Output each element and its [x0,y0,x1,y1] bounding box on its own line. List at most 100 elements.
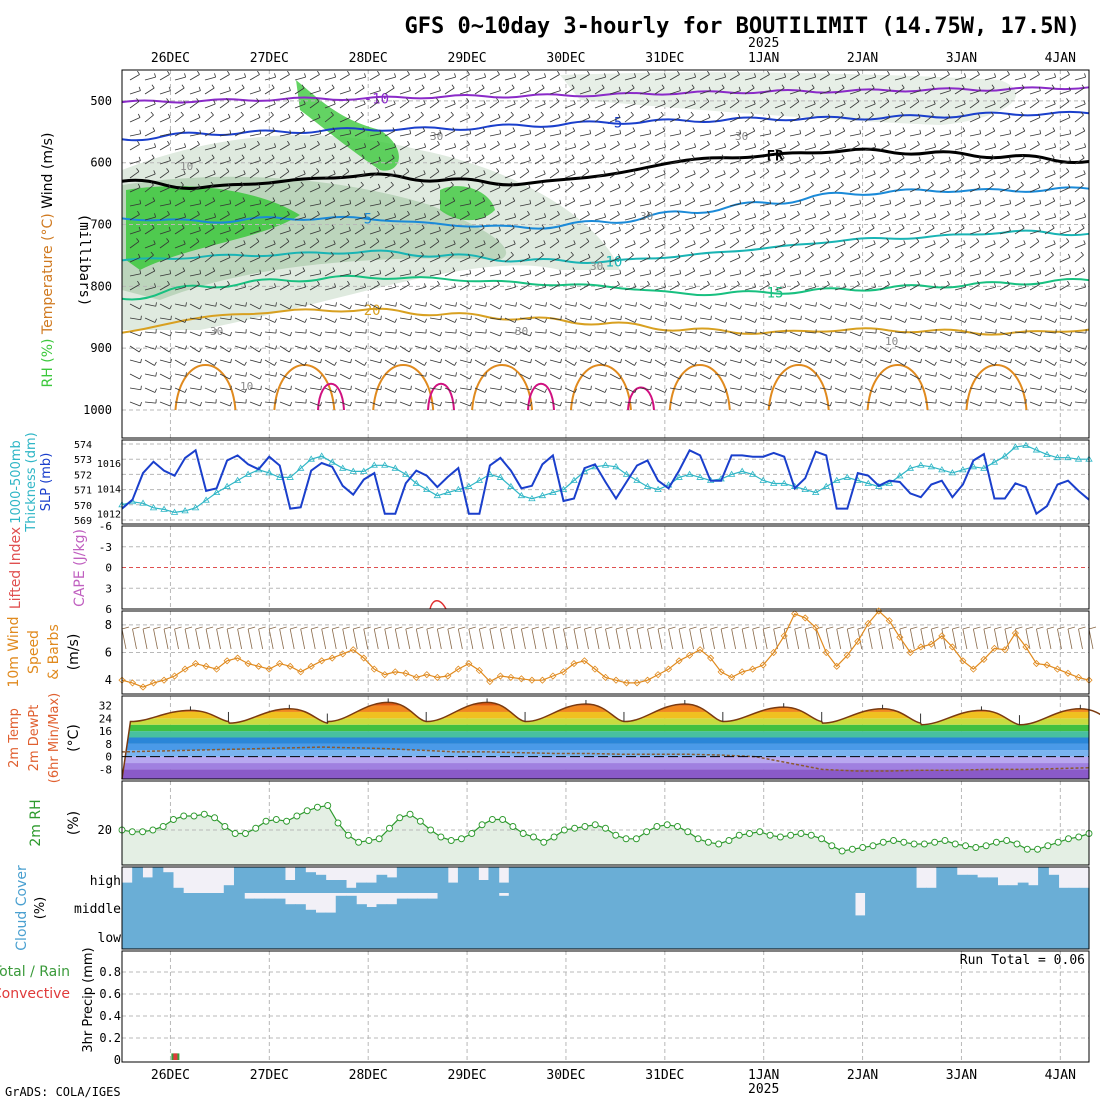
wind-barb-flag [755,302,757,307]
wind-barb-flag [139,332,142,337]
wind-barb [774,216,786,221]
rh-point [180,812,188,820]
wind-barb [1059,133,1071,137]
wind-barb [294,359,305,366]
wind-barb-flag [827,113,831,118]
wind-barb-flag [257,70,260,75]
cloud-bar-low [681,921,693,949]
thickness-point [412,479,421,486]
surface-warm-arc [427,382,455,411]
wind-barb-flag [499,129,502,134]
wind-barb-flag [812,197,816,202]
wind-barb [189,133,201,137]
wind-barb-flag [543,100,546,105]
wind-barb-flag [900,111,904,116]
wind-barb-flag [676,168,680,172]
wind-barb [144,227,155,235]
wind-barb-flag [1039,375,1042,380]
wind-barb-flag [752,197,756,202]
wind-barb-flag [318,86,321,91]
wind-barb-flag [302,197,306,202]
wind-barb-10m [962,628,968,650]
wind-barb [759,187,771,193]
wind-barb [624,345,636,350]
cloud-bar-high [885,867,897,893]
cloud-bar-low [315,921,327,949]
surface-isotherm-arc [372,364,435,411]
wind-barb-flag [330,181,334,186]
temp2m-ylabel: 2m DewPt [27,705,42,772]
wind-barb [594,359,605,366]
wind-barb-flag [331,224,335,229]
wind-barb [369,303,380,310]
wind-barb-flag [694,143,697,148]
wind-barb-flag [919,332,922,337]
pressure-tick-label: 600 [90,156,112,170]
wind-barb [819,117,831,123]
wind-barb [429,203,441,207]
wind-barb-flag [766,238,770,242]
wind-barb [174,114,184,123]
wind-barb [699,101,710,109]
wind-barb-flag [154,361,157,366]
wind-barb [804,103,816,109]
wind-barb-flag [934,388,937,393]
wind-barb [699,345,710,353]
top-date-label: 4JAN [1045,51,1076,66]
wind-barb-flag [286,168,290,172]
wind-barb-flag [841,84,845,89]
wind-barb [414,401,426,404]
wind-barb-flag [737,253,741,258]
wind-barb-flag [1085,372,1087,377]
wind-barb-flag [587,183,591,188]
cloud-bar-high [264,867,276,893]
wind-barb-flag [965,372,967,377]
wind-barb-10m-flag [552,626,561,630]
wind-barb-10m-flag [868,626,876,630]
wind-barb-flag [723,170,726,175]
wind-barb [669,284,680,291]
rh-point [396,814,404,822]
wind-barb [954,114,964,123]
wind-barb-flag [559,305,562,310]
wind-barb-flag [408,226,411,231]
wind-barb [249,90,261,95]
wind-barb [294,401,306,404]
wind-barb-flag [469,305,472,310]
wind-barb [729,387,741,391]
wind-barb-flag [586,238,590,242]
wind-barb-flag [301,154,305,159]
wind-barb [324,76,336,81]
wind-barb [924,286,936,291]
wind-barb [474,227,485,235]
cloud-bar-low [773,921,785,949]
wind-barb [294,373,306,377]
wind-barb [639,133,651,137]
wind-barb-flag [573,100,576,105]
wind-barb-flag [678,348,682,353]
wind-barb [579,230,591,235]
wind-barb [474,317,486,323]
wind-barb [444,243,456,249]
wind-barb [129,74,140,81]
wind-barb [144,76,156,81]
wind-barb-flag [349,199,352,204]
wind-barb [849,214,860,221]
wind-barb [129,90,141,95]
wind-barb-flag [769,129,772,134]
wind-barb [429,387,441,391]
wind-barb-flag [540,181,544,186]
wind-barb-flag [812,127,816,132]
cloud-bar-low [844,921,856,949]
cloud-bar-middle [977,893,988,921]
wind-barb-flag [754,318,757,323]
wind-barb-flag [439,375,442,380]
rh-point [951,840,959,848]
wind-barb [354,359,365,366]
wind-barb-flag [1066,238,1070,242]
wind-barb [369,187,381,193]
cloud-bar-low [264,921,276,949]
rh-tick-label: 20 [98,823,112,837]
cloud-bar-high [549,867,561,893]
wind-barb-10m-flag [132,626,140,630]
